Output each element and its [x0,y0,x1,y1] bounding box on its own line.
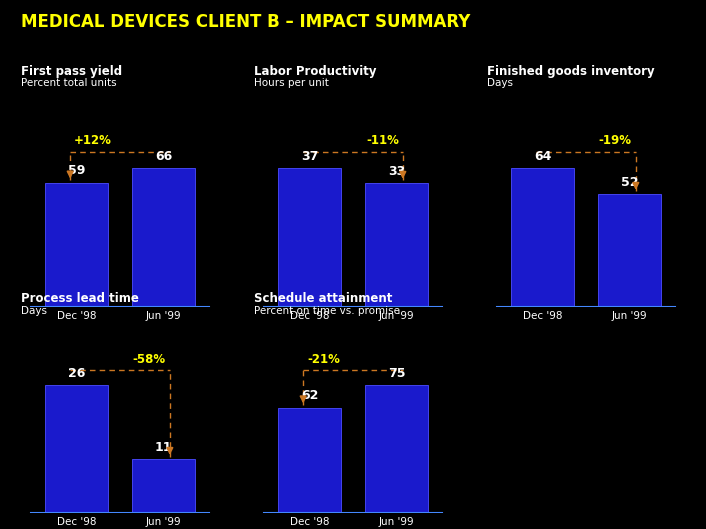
Text: 59: 59 [68,165,85,177]
Text: -11%: -11% [366,134,399,148]
Text: Schedule attainment: Schedule attainment [254,292,393,305]
Bar [365,386,428,513]
Text: Percent on time vs. promise: Percent on time vs. promise [254,306,400,316]
Text: First pass yield: First pass yield [21,65,122,78]
Text: Finished goods inventory: Finished goods inventory [487,65,654,78]
Bar [132,168,195,307]
Bar [132,459,195,513]
Text: 26: 26 [68,367,85,380]
Bar [598,194,661,307]
Bar [365,183,428,307]
Text: -58%: -58% [133,353,166,366]
Text: Hours per unit: Hours per unit [254,78,329,88]
Text: 11: 11 [155,441,172,454]
Text: +12%: +12% [74,134,112,148]
Text: 33: 33 [388,165,405,178]
Text: Labor Productivity: Labor Productivity [254,65,377,78]
Text: Days: Days [487,78,513,88]
Text: Days: Days [21,306,47,316]
Text: 37: 37 [301,150,318,162]
Text: MEDICAL DEVICES CLIENT B – IMPACT SUMMARY: MEDICAL DEVICES CLIENT B – IMPACT SUMMAR… [21,13,471,31]
Bar [278,407,341,513]
Text: 52: 52 [621,176,638,189]
Bar [45,386,108,513]
Text: Process lead time: Process lead time [21,292,139,305]
Text: -21%: -21% [307,353,340,366]
Text: 64: 64 [534,150,551,162]
Text: 66: 66 [155,150,172,162]
Text: -19%: -19% [599,134,632,148]
Text: 62: 62 [301,389,318,403]
Bar [511,168,574,307]
Bar [278,168,341,307]
Bar [45,183,108,307]
Text: 75: 75 [388,367,405,380]
Text: Percent total units: Percent total units [21,78,116,88]
